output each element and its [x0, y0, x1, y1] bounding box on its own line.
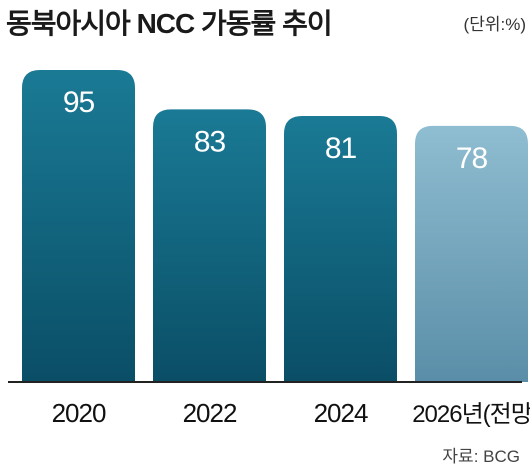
x-tick-label: 2024 [314, 398, 368, 428]
value-label: 78 [456, 142, 488, 175]
value-label: 83 [194, 125, 226, 158]
bar-2024 [284, 115, 397, 383]
bar-2020 [22, 70, 135, 382]
source-note: 자료: BCG [442, 447, 520, 466]
bar-2022 [153, 109, 266, 382]
unit-label: (단위:%) [463, 15, 526, 34]
bar-chart: 95 83 81 78 2020 2022 2024 2026년(전망) [8, 70, 530, 428]
bar-2026년(전망) [415, 125, 528, 383]
chart-title: 동북아시아 NCC 가동률 추이 [6, 8, 333, 39]
value-label: 81 [325, 132, 357, 165]
value-label: 95 [63, 86, 95, 119]
x-tick-label: 2026년(전망) [412, 401, 530, 428]
x-tick-label: 2022 [183, 398, 237, 428]
x-tick-label: 2020 [52, 398, 106, 428]
